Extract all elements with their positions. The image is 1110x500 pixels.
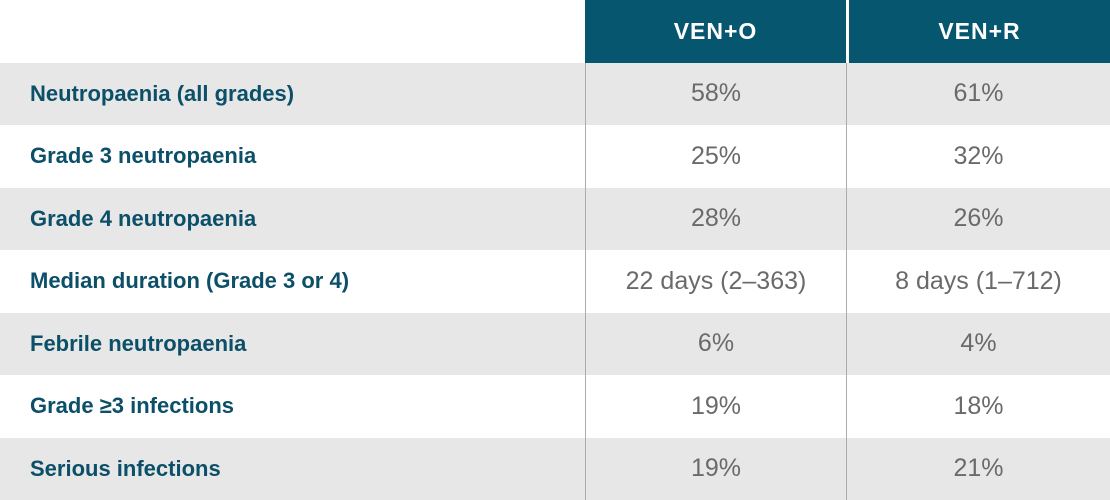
row-label: Grade 4 neutropaenia bbox=[30, 205, 257, 231]
ven-r-value-cell: 18% bbox=[846, 375, 1110, 438]
row-label: Serious infections bbox=[30, 455, 221, 481]
ven-o-value-cell: 25% bbox=[585, 125, 846, 188]
ven-o-value-cell: 22 days (2–363) bbox=[585, 250, 846, 313]
ven-o-value-cell: 6% bbox=[585, 312, 846, 375]
table-row: Febrile neutropaenia 6% 4% bbox=[0, 312, 1110, 375]
row-label: Grade 3 neutropaenia bbox=[30, 143, 257, 169]
column-header-ven-o: VEN+O bbox=[585, 0, 846, 63]
table-row: Grade ≥3 infections 19% 18% bbox=[0, 375, 1110, 438]
ven-r-value-cell: 32% bbox=[846, 125, 1110, 188]
row-label: Febrile neutropaenia bbox=[30, 330, 247, 356]
table-row: Grade 4 neutropaenia 28% 26% bbox=[0, 187, 1110, 250]
ven-r-value-cell: 26% bbox=[846, 187, 1110, 250]
table-row: Serious infections 19% 21% bbox=[0, 437, 1110, 500]
ven-r-value-cell: 8 days (1–712) bbox=[846, 250, 1110, 313]
ven-o-value-cell: 28% bbox=[585, 187, 846, 250]
table-row: Neutropaenia (all grades) 58% 61% bbox=[0, 62, 1110, 125]
ven-o-value-cell: 58% bbox=[585, 62, 846, 125]
column-header-ven-r: VEN+R bbox=[846, 0, 1110, 63]
row-label: Median duration (Grade 3 or 4) bbox=[30, 268, 350, 294]
row-label: Neutropaenia (all grades) bbox=[30, 80, 295, 106]
ven-r-value-cell: 61% bbox=[846, 62, 1110, 125]
ven-r-value-cell: 21% bbox=[846, 437, 1110, 500]
header-spacer-cell bbox=[0, 0, 585, 63]
ven-r-value-cell: 4% bbox=[846, 312, 1110, 375]
row-label: Grade ≥3 infections bbox=[30, 393, 235, 419]
ven-o-value-cell: 19% bbox=[585, 437, 846, 500]
table-row: Median duration (Grade 3 or 4) 22 days (… bbox=[0, 250, 1110, 313]
table-row: Grade 3 neutropaenia 25% 32% bbox=[0, 125, 1110, 188]
ven-o-value-cell: 19% bbox=[585, 375, 846, 438]
table-header-row: VEN+O VEN+R bbox=[0, 0, 1110, 63]
